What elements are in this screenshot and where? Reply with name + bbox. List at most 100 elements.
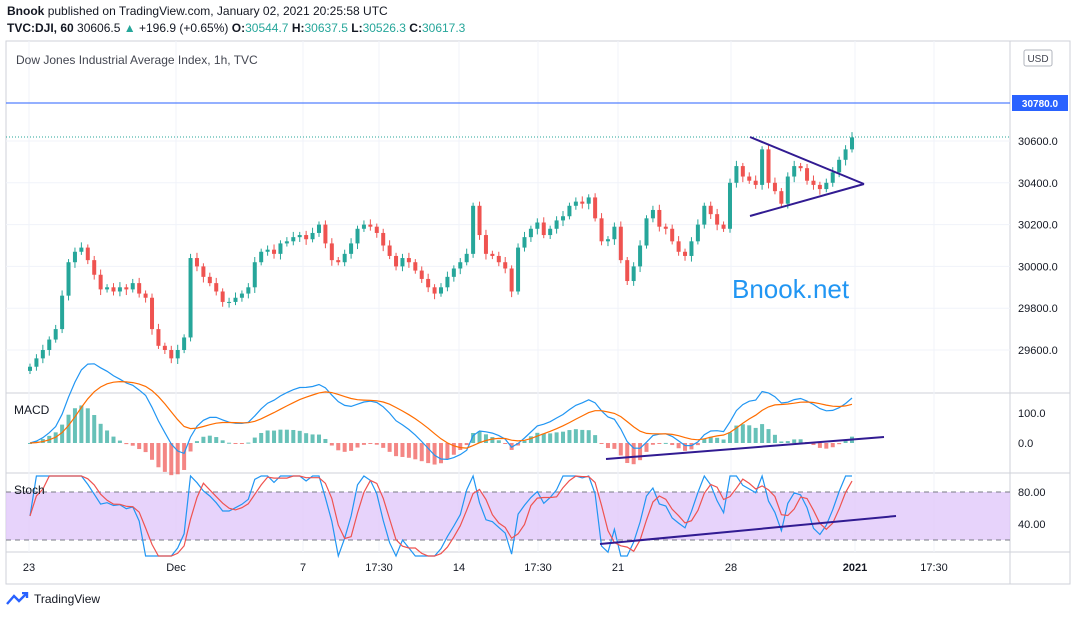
candle-body	[766, 149, 771, 183]
candle-body	[239, 293, 244, 298]
candle-body	[573, 201, 578, 206]
macd-histogram-bar	[477, 431, 482, 443]
publisher-name: Bnook	[7, 4, 45, 18]
candle-body	[265, 249, 270, 252]
candle-body	[779, 191, 784, 204]
triangle-upper-line	[749, 136, 865, 185]
candle-body	[715, 214, 720, 225]
macd-histogram-bar	[207, 435, 212, 443]
candle-body	[259, 251, 264, 263]
macd-histogram-bar	[605, 443, 610, 449]
currency-badge[interactable]	[1023, 49, 1053, 67]
candle-body	[503, 262, 508, 269]
open-label: O:	[231, 21, 246, 35]
macd-histogram-bar	[439, 443, 443, 464]
candle-body	[580, 201, 585, 204]
macd-histogram-bar	[220, 440, 225, 443]
macd-histogram-bar	[727, 432, 732, 443]
candle-body	[188, 258, 193, 338]
candle-body	[689, 241, 694, 256]
price-line-label: 30780.0	[1022, 99, 1059, 110]
candle-body	[734, 166, 739, 183]
price-tick-label: 30000.0	[1018, 261, 1058, 273]
candle-body	[60, 295, 65, 330]
macd-histogram-bar	[670, 443, 675, 446]
time-tick-label: 14	[453, 562, 465, 574]
candle-body	[708, 205, 713, 215]
candle-body	[182, 337, 187, 350]
price-tick-label: 29800.0	[1018, 303, 1058, 315]
candle-body	[355, 228, 360, 244]
candle-body	[156, 329, 161, 346]
candle-body	[612, 226, 617, 240]
candle-body	[586, 197, 591, 204]
macd-histogram-bar	[496, 440, 501, 443]
candle-body	[316, 224, 321, 233]
candle-body	[124, 287, 129, 290]
candle-body	[143, 293, 148, 298]
candle-body	[278, 243, 283, 254]
high-value: 30637.5	[304, 21, 348, 35]
candle-body	[66, 262, 71, 296]
macd-histogram-bar	[702, 438, 707, 443]
publish-info: Bnook published on TradingView.com, Janu…	[7, 4, 388, 18]
macd-histogram-bar	[182, 443, 187, 470]
candle-body	[175, 350, 180, 359]
close-value: 30617.3	[421, 21, 466, 35]
macd-histogram-bar	[316, 434, 321, 443]
macd-histogram-bar	[419, 443, 424, 462]
macd-histogram-bar	[798, 439, 803, 443]
macd-histogram-bar	[683, 443, 688, 451]
candle-body	[670, 228, 675, 242]
footer-brand[interactable]: TradingView	[34, 592, 101, 606]
macd-histogram-bar	[394, 443, 399, 457]
watermark: Bnook.net	[732, 274, 850, 304]
low-value: 30526.3	[362, 21, 406, 35]
macd-histogram-bar	[310, 434, 315, 443]
macd-histogram-bar	[663, 442, 668, 444]
macd-histogram-bar	[785, 441, 790, 443]
candle-body	[336, 260, 341, 263]
macd-histogram-bar	[573, 429, 578, 443]
candle-body	[638, 245, 643, 267]
candle-body	[130, 283, 135, 290]
candle-body	[304, 235, 309, 240]
candle-body	[805, 168, 810, 181]
candle-body	[798, 166, 803, 169]
candle-body	[631, 266, 636, 282]
close-label: C:	[409, 21, 422, 35]
candle-body	[830, 172, 835, 183]
candle-body	[284, 241, 289, 244]
macd-series	[28, 363, 854, 476]
high-label: H:	[291, 21, 305, 35]
macd-tick-label: 100.0	[1018, 408, 1046, 420]
macd-histogram-bar	[124, 443, 129, 445]
candle-body	[817, 184, 822, 190]
stoch-d-line	[29, 475, 853, 557]
candle-body	[426, 278, 431, 288]
macd-histogram-bar	[824, 443, 829, 449]
candle-body	[233, 297, 238, 302]
candle-body	[740, 166, 745, 177]
candle-body	[40, 350, 45, 359]
candle-body	[464, 253, 469, 263]
macd-histogram-bar	[676, 443, 681, 449]
macd-histogram-bar	[162, 443, 167, 472]
macd-histogram-bar	[593, 435, 598, 443]
macd-histogram-bar	[811, 443, 816, 446]
macd-histogram-bar	[638, 443, 643, 461]
candle-body	[111, 287, 116, 292]
candle-body	[381, 232, 386, 246]
macd-histogram-bar	[586, 430, 591, 443]
macd-tick-label: 0.0	[1018, 438, 1033, 450]
macd-histogram-bar	[79, 405, 84, 443]
macd-histogram-bar	[188, 443, 193, 452]
candle-body	[593, 197, 598, 219]
chart-canvas[interactable]: 30600.0 30400.0 30200.0 30000.0 29800.0 29600…	[0, 40, 1073, 585]
time-tick-label: Dec	[166, 562, 186, 574]
time-tick-label: 17:30	[365, 562, 393, 574]
candle-body	[272, 249, 277, 254]
time-tick-label: 7	[300, 562, 306, 574]
candle-body	[548, 228, 553, 236]
macd-histogram-bar	[708, 436, 713, 443]
